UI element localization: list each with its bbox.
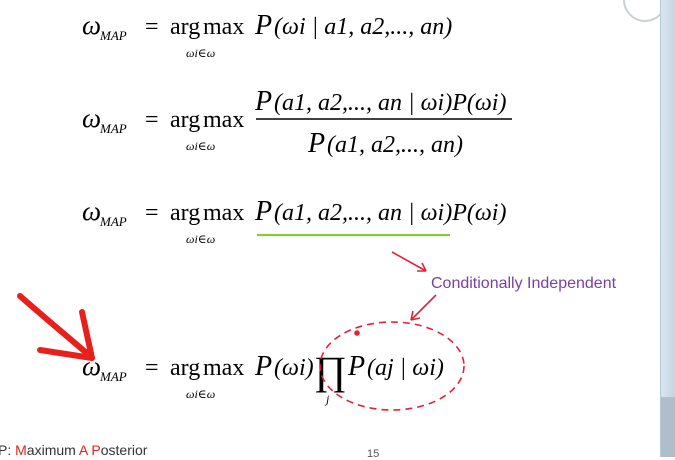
- prob-p: P: [307, 128, 325, 159]
- window-edge-strip: [660, 0, 675, 457]
- pointer-arrow-upper: [391, 251, 427, 272]
- fraction-numerator: (a1, a2,..., an | ωi)P(ωi): [274, 90, 506, 116]
- map-subscript: MAP: [99, 214, 127, 229]
- equation-1: ω MAP = arg max ωi∈ω P (ωi | a1, a2,...,…: [82, 10, 452, 60]
- prob-p: P: [254, 351, 272, 382]
- argmax-max: max: [203, 14, 244, 40]
- prob-p: P: [254, 196, 272, 227]
- argmax-subscript: ωi∈ω: [186, 387, 215, 401]
- equation-4: ω MAP = arg max ωi∈ω P (ωi) ∏ j P (aj | …: [82, 321, 465, 411]
- argmax-max: max: [203, 107, 244, 133]
- equals-sign: =: [145, 107, 159, 133]
- argmax-subscript: ωi∈ω: [186, 139, 215, 153]
- equals-sign: =: [145, 200, 159, 226]
- argmax-arg: arg: [170, 355, 200, 381]
- equation-1-argument: (ωi | a1, a2,..., an): [274, 14, 452, 40]
- argmax-subscript: ωi∈ω: [186, 46, 215, 60]
- footer-note: P: Maximum A Posterior: [0, 442, 148, 458]
- omega-map-symbol: ω: [82, 351, 101, 381]
- dashed-highlight-ellipse: [319, 321, 465, 411]
- likelihood-argument: (aj | ωi): [367, 355, 444, 381]
- argmax-max: max: [203, 355, 244, 381]
- prob-p: P: [254, 86, 272, 117]
- argmax-arg: arg: [170, 200, 200, 226]
- equation-3: ω MAP = arg max ωi∈ω P (a1, a2,..., an |…: [82, 196, 506, 246]
- argmax-max: max: [203, 200, 244, 226]
- page-number: 15: [367, 448, 380, 460]
- pointer-arrow-lower: [410, 294, 437, 321]
- product-symbol: ∏: [314, 348, 347, 393]
- big-red-arrow-icon: [17, 293, 95, 361]
- red-dot: [354, 330, 360, 336]
- equation-2: ω MAP = arg max ωi∈ω P (a1, a2,..., an |…: [82, 86, 512, 159]
- prob-p: P: [254, 10, 272, 41]
- equals-sign: =: [145, 14, 159, 40]
- omega-map-symbol: ω: [82, 103, 101, 133]
- equation-3-argument: (a1, a2,..., an | ωi)P(ωi): [274, 200, 506, 226]
- prior-argument: (ωi): [274, 355, 314, 381]
- omega-map-symbol: ω: [82, 196, 101, 226]
- argmax-arg: arg: [170, 107, 200, 133]
- argmax-subscript: ωi∈ω: [186, 232, 215, 246]
- equals-sign: =: [145, 355, 159, 381]
- prob-p: P: [347, 351, 365, 382]
- map-subscript: MAP: [99, 369, 127, 384]
- product-subscript: j: [324, 392, 330, 406]
- conditional-independence-annotation: Conditionally Independent: [391, 251, 617, 321]
- map-subscript: MAP: [99, 28, 127, 43]
- omega-map-symbol: ω: [82, 10, 101, 40]
- fraction-denominator: (a1, a2,..., an): [327, 132, 463, 158]
- map-subscript: MAP: [99, 121, 127, 136]
- argmax-arg: arg: [170, 14, 200, 40]
- conditionally-independent-label: Conditionally Independent: [431, 275, 617, 292]
